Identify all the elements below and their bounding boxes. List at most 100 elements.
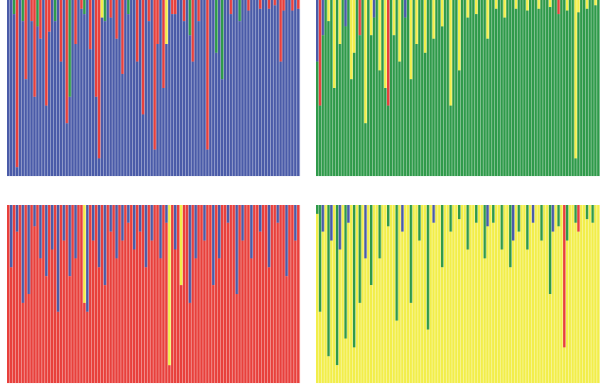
bar-separator <box>548 205 549 383</box>
segment-blue <box>321 0 325 36</box>
bar-separator <box>542 0 544 176</box>
segment-red <box>100 205 104 384</box>
segment-blue <box>338 205 342 250</box>
segment-yellow <box>563 347 566 384</box>
segment-yellow <box>389 205 393 384</box>
bar-top-left-45 <box>138 0 142 177</box>
segment-red <box>226 222 230 384</box>
bar-separator <box>397 205 399 383</box>
bar-top-left-67 <box>203 0 207 177</box>
panel-top-right <box>316 0 600 177</box>
bar-separator <box>457 205 458 383</box>
bar-bottom-right-29 <box>398 205 402 384</box>
bar-separator <box>234 0 236 176</box>
bar-top-right-41 <box>432 0 436 177</box>
bar-separator <box>443 0 444 176</box>
segment-green <box>540 205 544 241</box>
segment-green <box>338 44 342 177</box>
bar-separator <box>114 0 116 176</box>
bar-top-left-55 <box>168 0 172 177</box>
bar-separator <box>20 0 22 176</box>
segment-red <box>291 205 295 384</box>
segment-yellow <box>378 258 382 384</box>
segment-green <box>395 205 399 321</box>
bar-bottom-left-16 <box>53 205 57 384</box>
segment-red <box>121 0 125 74</box>
bar-separator <box>35 205 37 383</box>
bar-top-right-6 <box>333 0 336 177</box>
segment-green <box>83 0 87 15</box>
bar-bottom-left-4 <box>18 205 22 384</box>
bar-separator <box>179 0 180 176</box>
bar-separator <box>258 0 259 176</box>
bar-top-left-57 <box>174 0 177 177</box>
segment-blue <box>294 205 298 241</box>
bar-top-right-51 <box>460 0 464 177</box>
bar-top-right-11 <box>347 0 351 177</box>
bar-separator <box>97 205 98 383</box>
bar-top-right-98 <box>594 0 598 177</box>
segment-yellow <box>560 205 564 384</box>
segment-blue <box>238 21 242 177</box>
segment-red <box>318 0 322 106</box>
bar-separator <box>471 0 473 176</box>
bar-top-right-48 <box>452 0 456 177</box>
segment-yellow <box>333 0 336 89</box>
bar-separator <box>144 205 145 383</box>
segment-red <box>247 205 251 384</box>
segment-blue <box>9 205 13 268</box>
segment-yellow <box>401 231 405 384</box>
bar-separator <box>243 0 245 176</box>
segment-yellow <box>577 0 581 13</box>
bar-separator <box>278 205 280 383</box>
segment-yellow <box>392 205 396 384</box>
bar-top-left-16 <box>53 0 57 177</box>
bar-bottom-right-8 <box>338 205 342 384</box>
bar-top-left-75 <box>226 0 230 177</box>
bar-separator <box>531 0 532 176</box>
bar-bottom-left-39 <box>121 205 125 384</box>
bar-separator <box>568 0 569 176</box>
segment-yellow <box>529 205 532 384</box>
segment-blue <box>115 38 119 177</box>
bar-separator <box>275 205 277 383</box>
bar-bottom-right-18 <box>367 205 371 384</box>
bar-bottom-right-2 <box>321 205 325 384</box>
bar-separator <box>579 0 581 176</box>
segment-green <box>316 61 319 177</box>
segment-blue <box>551 205 555 232</box>
segment-yellow <box>367 205 371 384</box>
bar-separator <box>64 205 66 383</box>
segment-blue <box>24 79 28 177</box>
segment-blue <box>74 44 78 177</box>
bar-separator <box>480 205 481 383</box>
bar-separator <box>29 205 31 383</box>
bar-separator <box>102 205 104 383</box>
segment-yellow <box>438 205 442 384</box>
segment-yellow <box>168 205 172 366</box>
segment-yellow <box>537 0 541 9</box>
segment-red <box>71 205 75 384</box>
bar-bottom-left-98 <box>294 205 298 384</box>
bar-bottom-right-62 <box>492 205 495 384</box>
bar-bottom-right-19 <box>369 205 373 384</box>
segment-blue <box>74 205 78 259</box>
bar-top-left-7 <box>27 0 31 177</box>
bar-top-right-54 <box>469 0 473 177</box>
bar-top-left-33 <box>103 0 107 177</box>
bar-top-right-59 <box>483 0 487 177</box>
segment-yellow <box>557 226 561 384</box>
bar-separator <box>15 205 16 383</box>
bar-top-right-4 <box>327 0 331 177</box>
bar-separator <box>176 205 177 383</box>
segment-blue <box>65 123 69 177</box>
bar-top-left-65 <box>197 0 201 177</box>
segment-blue <box>401 205 405 232</box>
bar-separator <box>231 0 233 176</box>
segment-yellow <box>531 222 535 384</box>
bar-separator <box>123 0 125 176</box>
segment-blue <box>86 0 90 177</box>
segment-yellow <box>347 222 351 384</box>
bar-bottom-left-88 <box>264 205 268 384</box>
bar-separator <box>261 0 262 176</box>
